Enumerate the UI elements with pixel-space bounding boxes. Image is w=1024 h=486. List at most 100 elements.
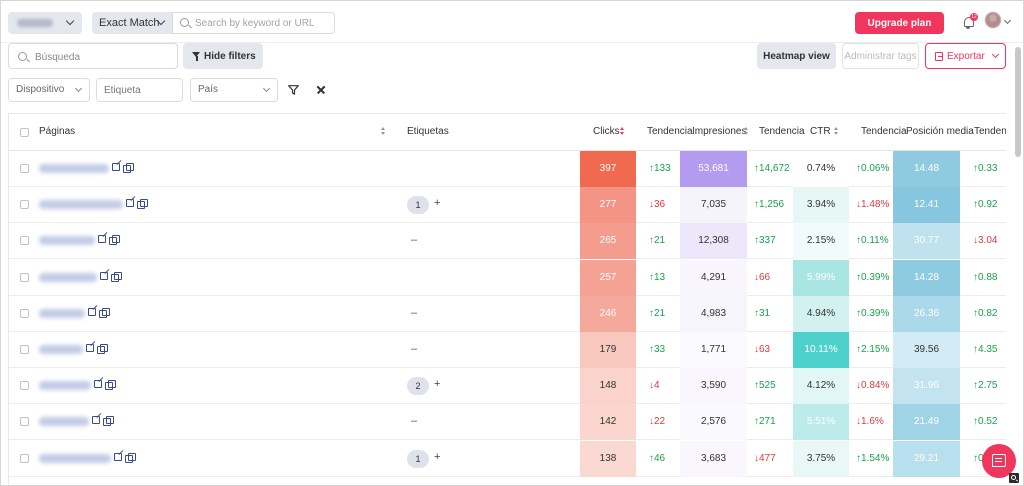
table-row: – 142 ↓22 2,576 ↑271 5.51% ↓1.6% 21.49 ↑0.52 bbox=[9, 404, 1006, 441]
table-row: – 179 ↑33 1,771 ↓63 10.11% ↑2.15% 39.56 ↑4.35 bbox=[9, 332, 1006, 368]
impressions-trend-cell: ↑525 bbox=[754, 380, 776, 392]
select-all-checkbox[interactable] bbox=[20, 128, 29, 137]
external-link-icon[interactable] bbox=[112, 163, 120, 171]
chat-icon bbox=[992, 454, 1006, 467]
impressions-trend-cell: ↓477 bbox=[754, 452, 776, 464]
ctr-cell: 4.12% bbox=[793, 368, 849, 405]
copy-icon[interactable] bbox=[111, 271, 122, 282]
sort-icon[interactable] bbox=[381, 127, 386, 137]
page-url-redacted[interactable] bbox=[39, 272, 97, 282]
header-clicks[interactable]: Clicks bbox=[593, 126, 620, 137]
keyword-search-input[interactable] bbox=[195, 16, 330, 30]
page-url-redacted[interactable] bbox=[39, 381, 91, 391]
header-ctr[interactable]: CTR bbox=[810, 126, 831, 137]
external-link-icon[interactable] bbox=[88, 307, 96, 316]
sort-icon[interactable] bbox=[620, 127, 625, 137]
page-url-redacted[interactable] bbox=[39, 453, 111, 463]
copy-icon[interactable] bbox=[123, 163, 134, 173]
row-checkbox[interactable] bbox=[20, 308, 29, 318]
admin-tags-button[interactable]: Administrar tags bbox=[842, 43, 919, 69]
upgrade-plan-button[interactable]: Upgrade plan bbox=[855, 12, 944, 34]
header-clicks-trend: Tendencia bbox=[647, 126, 693, 137]
impressions-cell: 12,308 bbox=[680, 223, 747, 260]
ctr-trend-cell: ↑2.15% bbox=[856, 344, 890, 355]
page-url-redacted[interactable] bbox=[39, 417, 89, 427]
external-link-icon[interactable] bbox=[98, 235, 106, 244]
copy-icon[interactable] bbox=[125, 452, 136, 463]
no-tags: – bbox=[411, 343, 418, 355]
table-row: – 246 ↑21 4,983 ↑31 4.94% ↑0.39% 26.36 ↑0.82 bbox=[9, 295, 1006, 332]
row-checkbox[interactable] bbox=[20, 236, 29, 246]
scrollbar[interactable] bbox=[1015, 47, 1021, 157]
clicks-cell: 277 bbox=[580, 187, 636, 224]
copy-icon[interactable] bbox=[105, 380, 116, 391]
row-checkbox[interactable] bbox=[20, 164, 29, 173]
zoom-button[interactable] bbox=[1009, 473, 1019, 483]
copy-icon[interactable] bbox=[99, 307, 110, 318]
copy-icon[interactable] bbox=[103, 416, 114, 427]
clear-filters-button[interactable] bbox=[312, 81, 330, 99]
page-url-redacted[interactable] bbox=[39, 236, 95, 246]
external-link-icon[interactable] bbox=[114, 452, 122, 461]
row-checkbox[interactable] bbox=[20, 417, 29, 427]
add-tag-icon[interactable]: + bbox=[434, 450, 441, 463]
page-url-redacted[interactable] bbox=[39, 200, 123, 210]
header-position[interactable]: Posición media bbox=[906, 126, 974, 137]
chevron-down-icon[interactable] bbox=[1003, 16, 1012, 25]
tag-count-badge[interactable]: 2 bbox=[407, 377, 429, 396]
device-select-label: Dispositivo bbox=[16, 84, 65, 95]
ctr-trend-cell: ↑0.39% bbox=[856, 271, 890, 283]
row-checkbox[interactable] bbox=[20, 345, 29, 354]
copy-icon[interactable] bbox=[109, 235, 120, 246]
add-tag-icon[interactable]: + bbox=[434, 378, 441, 391]
page-url-redacted[interactable] bbox=[39, 164, 109, 173]
external-link-icon[interactable] bbox=[100, 271, 108, 280]
apply-filter-button[interactable] bbox=[285, 81, 303, 99]
country-select[interactable]: País bbox=[190, 78, 278, 102]
sort-icon[interactable] bbox=[834, 127, 839, 137]
match-type-select[interactable]: Exact Match bbox=[92, 12, 172, 34]
export-button[interactable]: Exportar bbox=[925, 43, 1006, 69]
row-checkbox[interactable] bbox=[20, 272, 29, 282]
external-link-icon[interactable] bbox=[92, 416, 100, 425]
page-url-redacted[interactable] bbox=[39, 345, 83, 354]
copy-icon[interactable] bbox=[97, 344, 108, 354]
ctr-trend-cell: ↓0.84% bbox=[856, 380, 890, 392]
project-name-redacted bbox=[17, 19, 53, 27]
no-tags: – bbox=[411, 234, 418, 247]
header-impressions-trend: Tendencia bbox=[759, 126, 805, 137]
tag-count-badge[interactable]: 1 bbox=[407, 449, 429, 468]
avatar[interactable] bbox=[985, 12, 1001, 28]
impressions-cell: 4,983 bbox=[680, 295, 747, 332]
hide-filters-button[interactable]: Hide filters bbox=[183, 43, 263, 69]
add-tag-icon[interactable]: + bbox=[434, 197, 441, 210]
copy-icon[interactable] bbox=[137, 199, 148, 210]
row-checkbox[interactable] bbox=[20, 200, 29, 210]
header-pages[interactable]: Páginas bbox=[39, 126, 76, 137]
filter-icon bbox=[192, 52, 200, 61]
device-select[interactable]: Dispositivo bbox=[8, 78, 90, 102]
tag-filter-input[interactable] bbox=[104, 83, 178, 97]
table-search-input[interactable] bbox=[35, 50, 173, 64]
tag-count-badge[interactable]: 1 bbox=[407, 196, 429, 215]
sort-icon[interactable] bbox=[744, 127, 749, 137]
heatmap-view-button[interactable]: Heatmap view bbox=[757, 43, 836, 69]
external-link-icon[interactable] bbox=[94, 380, 102, 389]
pages-table: Páginas Etiquetas Clicks Tendencia Impre… bbox=[8, 113, 1006, 485]
chat-button[interactable] bbox=[982, 444, 1016, 478]
no-tags: – bbox=[411, 306, 418, 319]
clicks-trend-cell: ↑46 bbox=[649, 452, 666, 464]
project-select[interactable] bbox=[8, 12, 82, 34]
bell-icon[interactable] bbox=[963, 17, 974, 29]
position-cell: 30.77 bbox=[893, 223, 960, 260]
external-link-icon[interactable] bbox=[126, 199, 134, 208]
position-cell: 26.36 bbox=[893, 295, 960, 332]
row-checkbox[interactable] bbox=[20, 453, 29, 463]
impressions-cell: 1,771 bbox=[680, 332, 747, 368]
page-url-redacted[interactable] bbox=[39, 308, 85, 318]
header-impressions[interactable]: Impresiones bbox=[692, 126, 747, 137]
clicks-trend-cell: ↓4 bbox=[649, 380, 660, 392]
external-link-icon[interactable] bbox=[86, 344, 94, 352]
row-checkbox[interactable] bbox=[20, 381, 29, 391]
ctr-trend-cell: ↓1.6% bbox=[856, 416, 884, 428]
